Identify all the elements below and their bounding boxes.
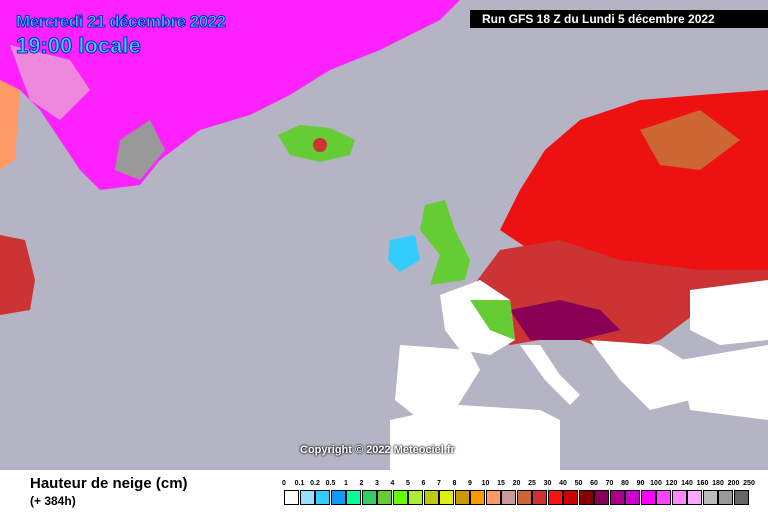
legend-swatch	[454, 490, 470, 505]
legend-swatch	[330, 490, 346, 505]
legend-swatch	[315, 490, 330, 505]
legend-swatch	[392, 490, 408, 505]
legend-label: 4	[390, 480, 395, 487]
forecast-time: 19:00 locale	[16, 33, 142, 59]
legend-label: 1	[344, 480, 348, 487]
legend-swatch	[423, 490, 439, 505]
legend-swatch	[547, 490, 563, 505]
legend-swatch	[299, 490, 315, 505]
north-africa	[390, 405, 560, 470]
legend-swatch	[377, 490, 392, 505]
italy	[520, 345, 580, 405]
legend-swatch	[718, 490, 733, 505]
iberia	[395, 345, 480, 420]
france	[440, 280, 515, 355]
legend-swatch	[284, 490, 299, 505]
legend-label: 5	[406, 480, 410, 487]
legend-label: 3	[375, 480, 379, 487]
legend-swatch	[702, 490, 718, 505]
legend-swatch	[485, 490, 501, 505]
legend-swatch	[656, 490, 671, 505]
legend-swatch	[733, 490, 749, 505]
lead-time: (+ 384h)	[30, 494, 76, 508]
model-run-label: Run GFS 18 Z du Lundi 5 décembre 2022	[470, 10, 768, 28]
legend-label: 70	[605, 480, 614, 487]
ireland	[388, 235, 420, 272]
legend-label: 90	[636, 480, 645, 487]
legend-swatch	[532, 490, 547, 505]
legend-label: 0.5	[325, 480, 336, 487]
legend-label: 25	[528, 480, 536, 487]
legend-label: 8	[452, 480, 457, 487]
map-title: Hauteur de neige (cm)	[30, 475, 188, 492]
legend-label: 7	[437, 480, 441, 487]
finland	[640, 110, 740, 170]
legend-swatch	[516, 490, 532, 505]
legend-swatch	[470, 490, 485, 505]
legend-swatch	[640, 490, 656, 505]
legend-label: 250	[743, 480, 755, 487]
legend-swatch	[361, 490, 377, 505]
legend-swatch	[594, 490, 609, 505]
legend-label: 2	[359, 480, 364, 487]
ukraine-no-snow	[690, 280, 768, 345]
greenland-west	[0, 80, 20, 170]
legend-swatch	[439, 490, 454, 505]
legend-label: 6	[421, 480, 426, 487]
greenland-inner	[10, 45, 90, 120]
legend-label: 40	[559, 480, 567, 487]
legend-label: 20	[512, 480, 521, 487]
greenland	[0, 0, 460, 190]
legend-label: 140	[681, 480, 693, 487]
legend-label: 120	[665, 480, 678, 487]
legend-label: 80	[621, 480, 629, 487]
legend-label: 10	[481, 480, 490, 487]
legend-label: 180	[712, 480, 724, 487]
labrador	[0, 235, 35, 315]
legend-label: 60	[590, 480, 598, 487]
legend-label: 200	[727, 480, 740, 487]
legend-label: 9	[468, 480, 472, 487]
turkey	[680, 345, 768, 420]
legend-label: 100	[650, 480, 662, 487]
legend-swatch	[578, 490, 594, 505]
copyright: Copyright © 2022 Meteociel.fr	[300, 444, 455, 456]
france-east	[470, 300, 515, 340]
legend-label: 0	[282, 480, 286, 487]
forecast-date: Mercredi 21 décembre 2022	[16, 12, 227, 32]
legend-label: 160	[696, 480, 709, 487]
alps	[510, 300, 620, 340]
legend-swatch	[501, 490, 516, 505]
legend-label: 0.1	[294, 480, 305, 487]
legend-label: 0.2	[310, 480, 320, 487]
legend-swatch	[408, 490, 423, 505]
legend-swatch	[671, 490, 687, 505]
legend-swatch	[346, 490, 361, 505]
great-britain	[420, 200, 470, 285]
legend-label: 30	[543, 480, 552, 487]
legend-swatch	[687, 490, 702, 505]
balkans-greece	[590, 340, 700, 410]
legend-swatch	[609, 490, 625, 505]
legend-swatch	[563, 490, 578, 505]
legend-label: 50	[574, 480, 583, 487]
legend-swatch	[625, 490, 640, 505]
greenland-east	[115, 120, 165, 180]
snow-depth-map	[0, 0, 768, 470]
legend-label: 15	[497, 480, 505, 487]
